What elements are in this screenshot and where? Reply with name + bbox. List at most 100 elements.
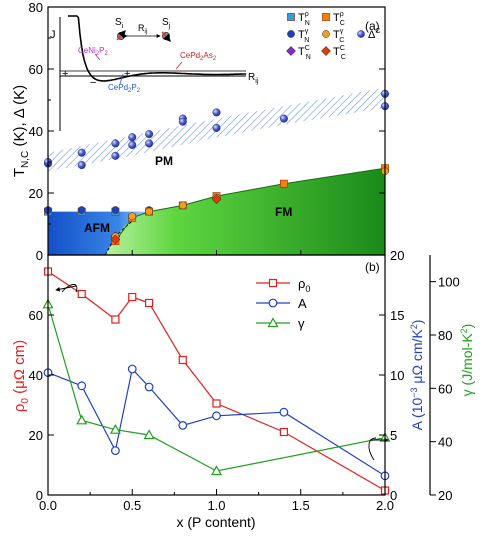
compound-ceni2p2-pointer: [94, 53, 101, 61]
point-t-n-1-2: [111, 206, 120, 214]
gamma-tick-label-2: 60: [438, 381, 452, 396]
a-coefficient-axis: 0 5 10 15 20: [379, 248, 404, 503]
pm-region-label: PM: [155, 154, 173, 168]
left-axis-guide-pointer-icon: [55, 285, 77, 292]
point-delta-x-7-2: [111, 139, 120, 148]
a-tick-label-0: 0: [390, 488, 397, 503]
gamma-axis: 20 40 60 80 100: [429, 255, 460, 503]
fm-region: [105, 168, 385, 255]
point-rho0-4: [145, 298, 154, 308]
compound-ceni2p2-label: CeNi2P2: [78, 46, 108, 57]
legend-marker-7: [357, 30, 365, 38]
a-tick-label-1: 5: [390, 428, 397, 443]
point-delta-x-6-6: [212, 108, 221, 117]
point-t-c-5-1: [211, 194, 222, 205]
panel-b-frame: [47, 254, 386, 496]
legend-label-2: TC N: [298, 45, 311, 61]
point-a-3: [127, 364, 137, 374]
gamma-tick-label-0: 20: [438, 488, 452, 503]
legend-label-b-2: γ: [298, 316, 305, 331]
inset-plus-sign-right: +: [124, 68, 130, 80]
y-tick-label-2: 40: [29, 124, 43, 139]
compound-cepd2as2-pointer: [175, 61, 183, 70]
point-rho0-6: [212, 399, 221, 408]
gamma-tick-label-3: 80: [438, 328, 452, 343]
point-rho0-2: [111, 315, 120, 324]
point-rho0-5: [178, 355, 187, 365]
a-coefficient-axis-label: A (10−3 μΩ cm/K2): [409, 320, 425, 431]
panel-a-legend: Tρ NTγ NTC N Tρ CTγ CTC C ΔC: [286, 11, 380, 61]
panel-a-label: (a): [365, 19, 380, 33]
legend-label-1: Tγ N: [298, 28, 309, 44]
point-delta-x-7-5: [178, 117, 187, 126]
x-tick-label-0: 0.0: [39, 498, 57, 513]
afm-region: [48, 211, 150, 255]
legend-label-5: TC C: [333, 45, 346, 61]
point-delta-x-6-1: [77, 148, 86, 157]
x-axis: 0.0 0.5 1.0 1.5 2.0: [39, 489, 394, 513]
legend-marker-2: [286, 46, 296, 56]
compound-cepd2as2-label: CePd2As2: [180, 51, 217, 62]
gamma-axis-label: γ (J/mol-K2): [459, 324, 475, 397]
panel-a-y-axis-label: TN,C (K), Δ (K): [11, 85, 31, 177]
phase-regions: [48, 167, 385, 255]
y-tick-label-0: 0: [36, 248, 43, 263]
panel-b-legend: ρ0 Aγ: [256, 276, 310, 331]
point-a-1: [77, 381, 87, 391]
point-gamma-1: [76, 414, 88, 425]
a-tick-label-3: 15: [390, 308, 404, 323]
point-delta-x-6-3: [128, 140, 137, 149]
x-tick-label-3: 1.5: [292, 498, 310, 513]
legend-marker-0: [287, 13, 295, 21]
point-a-7: [279, 407, 289, 417]
y-tick-label-1: 20: [29, 186, 43, 201]
rho0-tick-label-0: 0: [36, 488, 43, 503]
x-tick-label-1: 0.5: [123, 498, 141, 513]
point-rho0-3: [128, 292, 137, 302]
series-line-γ: [47, 304, 386, 472]
point-gamma-3: [143, 429, 155, 440]
legend-marker-b-0: [268, 278, 278, 288]
panel-b-label: (b): [365, 260, 380, 274]
point-delta-x-7-3: [128, 133, 137, 142]
panel-b-series: [42, 267, 391, 495]
point-a-6: [212, 411, 221, 421]
x-axis-label: x (P content): [176, 514, 255, 530]
point-delta-x-6-7: [279, 114, 288, 123]
point-rho0-7: [279, 427, 288, 437]
legend-marker-b-1: [268, 298, 278, 308]
x-tick-label-4: 2.0: [376, 498, 394, 513]
panel-b: 0 20 40 60 0 5 10 15 20 20 40 60 80 100 0.0 0.5 1.0 1.…: [11, 248, 475, 530]
inset-minus-sign: −: [90, 77, 96, 89]
spin-j-arrow-icon: [161, 31, 171, 42]
point-a-2: [110, 446, 120, 456]
point-rho0-1: [77, 289, 86, 299]
rho0-tick-label-2: 40: [29, 368, 43, 383]
afm-region-label: AFM: [84, 221, 110, 235]
point-delta-x-6-2: [111, 151, 120, 160]
spin-i-label: Si: [115, 17, 124, 30]
point-t-n-1-1: [77, 206, 86, 214]
distance-label: Rij: [138, 23, 147, 35]
point-t-c-3-5: [279, 179, 288, 188]
fm-region-label: FM: [275, 205, 292, 219]
compound-cepd2p2-pointer: [119, 73, 124, 85]
rho0-tick-label-1: 20: [29, 428, 43, 443]
panel-a-y-axis: 0 20 40 60 80: [29, 0, 385, 263]
legend-label-4: Tγ C: [333, 28, 344, 44]
rkky-oscillation-curve: [68, 15, 247, 82]
point-delta-x-7-6: [212, 123, 221, 132]
rho0-tick-label-3: 60: [29, 308, 43, 323]
legend-label-3: Tρ C: [333, 11, 345, 27]
legend-marker-4: [322, 30, 330, 38]
inset-y-label: J: [50, 29, 56, 41]
spin-j-label: Sj: [162, 17, 171, 30]
point-gamma-2: [109, 423, 121, 434]
point-delta-x-7-1: [77, 161, 86, 170]
x-tick-label-2: 1.0: [207, 498, 225, 513]
y-tick-label-3: 60: [29, 62, 43, 77]
series-line-ρ0: [47, 271, 386, 492]
panel-a-x-ticks: [47, 250, 386, 255]
